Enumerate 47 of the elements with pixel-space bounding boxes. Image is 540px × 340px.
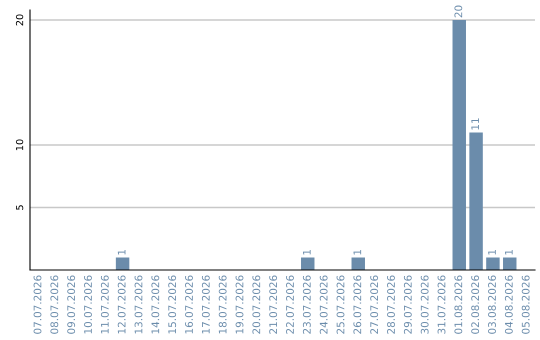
data-label: 11 [471, 118, 479, 130]
x-tick-label: 18.07.2026 [218, 276, 227, 334]
x-tick-label: 14.07.2026 [151, 276, 160, 334]
bar [352, 258, 365, 270]
x-tick-label: 08.07.2026 [50, 276, 58, 334]
x-tick-label: 13.07.2026 [134, 276, 142, 334]
data-label: 1 [118, 250, 126, 254]
bar [116, 258, 130, 270]
x-tick-label: 29.07.2026 [404, 276, 412, 334]
x-tick-label: 20.07.2026 [252, 276, 260, 334]
x-tick-label: 30.07.2026 [420, 276, 429, 334]
data-label: 1 [505, 250, 513, 254]
x-tick-label: 04.08.2026 [504, 276, 513, 334]
x-tick-label: 01.08.2026 [454, 276, 462, 334]
y-tick-label: 10 [16, 139, 24, 150]
x-tick-label: 23.07.2026 [302, 276, 311, 334]
x-tick-label: 03.08.2026 [488, 276, 496, 334]
x-tick-label: 19.07.2026 [236, 276, 244, 334]
x-tick-label: 31.07.2026 [438, 276, 446, 334]
x-tick-label: 16.07.2026 [185, 276, 193, 334]
x-tick-label: 15.07.2026 [168, 276, 176, 334]
x-tick-label: 07.07.2026 [34, 276, 42, 334]
x-tick-label: 10.07.2026 [84, 276, 92, 334]
y-tick-label: 20 [16, 14, 24, 26]
data-label: 20 [454, 6, 462, 18]
x-tick-label: 21.07.2026 [269, 276, 278, 334]
x-tick-label: 27.07.2026 [370, 276, 378, 334]
data-label: 1 [303, 250, 311, 254]
x-tick-label: 11.07.2026 [100, 276, 109, 334]
x-tick-label: 24.07.2026 [320, 276, 328, 334]
x-tick-label: 02.08.2026 [471, 276, 480, 334]
x-tick-label: 09.07.2026 [67, 276, 76, 334]
bar [301, 258, 314, 270]
bar [469, 132, 483, 270]
bar [503, 258, 516, 270]
x-tick-label: 05.08.2026 [522, 276, 530, 334]
bar [452, 20, 466, 270]
y-tick-label: 5 [16, 205, 24, 210]
x-tick-label: 12.07.2026 [118, 276, 126, 334]
x-tick-label: 22.07.2026 [286, 276, 294, 334]
bar [486, 258, 500, 270]
data-label: 1 [354, 250, 362, 254]
x-tick-label: 26.07.2026 [353, 276, 362, 334]
data-label: 1 [488, 250, 496, 254]
x-tick-label: 17.07.2026 [202, 276, 210, 334]
x-tick-label: 25.07.2026 [336, 276, 344, 334]
x-tick-label: 28.07.2026 [387, 276, 395, 334]
